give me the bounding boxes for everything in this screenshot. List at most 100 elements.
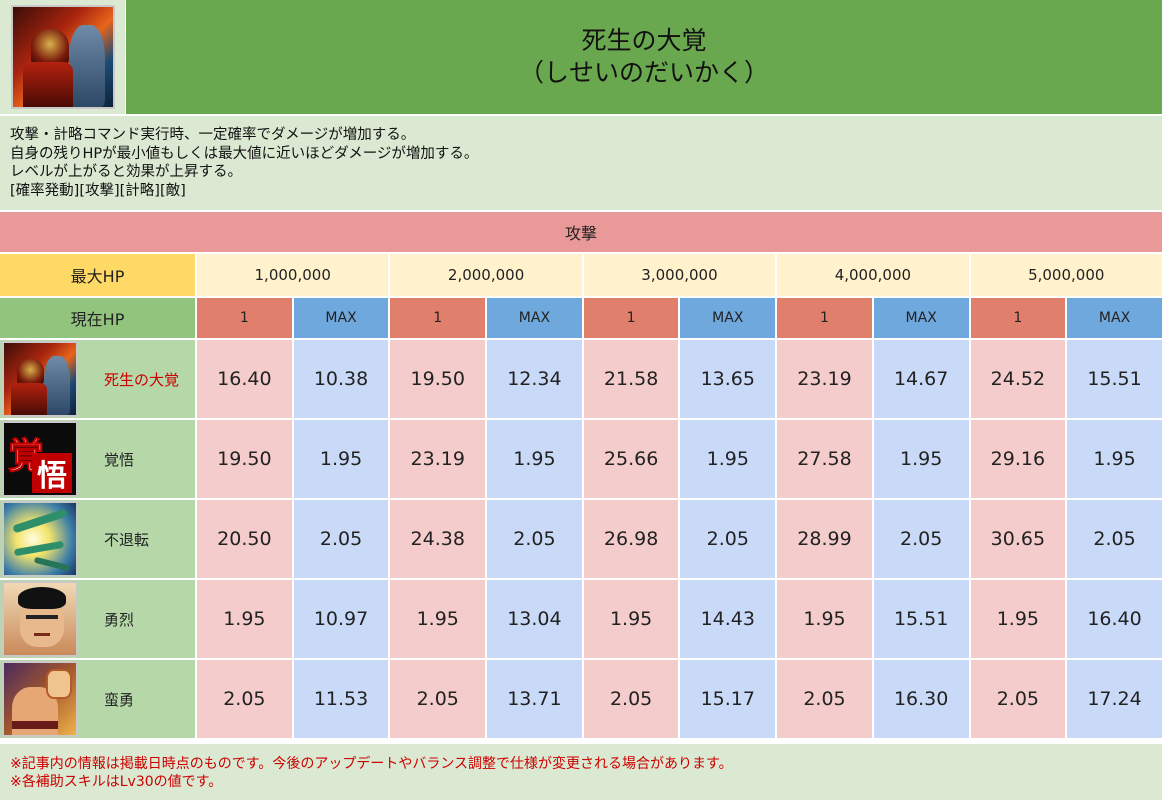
current-hp-max: MAX <box>291 298 389 338</box>
sumo-wrestler-icon <box>2 661 78 737</box>
skill-cell: 不退転 <box>0 500 195 578</box>
value-cell: 1.95 <box>581 580 679 658</box>
value-cell: 13.65 <box>678 340 776 418</box>
value-cell: 25.66 <box>581 420 679 498</box>
value-cell: 14.43 <box>678 580 776 658</box>
value-cell: 1.95 <box>1065 420 1162 498</box>
table-row: 不退転 20.50 2.05 24.38 2.05 26.98 2.05 28.… <box>0 498 1162 578</box>
max-hp-label: 最大HP <box>0 254 195 296</box>
value-cell: 17.24 <box>1065 660 1162 738</box>
value-cell: 21.58 <box>581 340 679 418</box>
max-hp-value: 1,000,000 <box>195 254 389 296</box>
value-cell: 2.05 <box>775 660 872 738</box>
header-icon-cell <box>0 0 126 114</box>
current-hp-max: MAX <box>678 298 776 338</box>
value-cell: 16.30 <box>871 660 969 738</box>
value-cell: 27.58 <box>775 420 872 498</box>
value-cell: 13.71 <box>485 660 582 738</box>
value-cell: 28.99 <box>775 500 872 578</box>
damage-table: 攻撃 最大HP 1,000,000 2,000,000 3,000,000 4,… <box>0 212 1162 738</box>
skill-name: 不退転 <box>104 530 150 549</box>
value-cell: 23.19 <box>388 420 486 498</box>
skill-cell: 蛮勇 <box>0 660 195 738</box>
max-hp-value: 5,000,000 <box>968 254 1162 296</box>
samurai-skill-icon <box>10 5 115 109</box>
dragonfly-icon <box>2 501 78 577</box>
value-cell: 2.05 <box>678 500 776 578</box>
current-hp-low: 1 <box>581 298 679 338</box>
table-row: 死生の大覚 16.40 10.38 19.50 12.34 21.58 13.6… <box>0 338 1162 418</box>
value-cell: 10.38 <box>291 340 389 418</box>
max-hp-row: 最大HP 1,000,000 2,000,000 3,000,000 4,000… <box>0 252 1162 296</box>
skill-header: 死生の大覚 （しせいのだいかく） <box>0 0 1162 114</box>
value-cell: 15.17 <box>678 660 776 738</box>
value-cell: 1.95 <box>678 420 776 498</box>
current-hp-label: 現在HP <box>0 298 195 338</box>
footer-note: ※各補助スキルはLv30の値です。 <box>10 773 223 790</box>
description-line: レベルが上がると効果が上昇する。 <box>10 164 242 180</box>
current-hp-max: MAX <box>485 298 582 338</box>
value-cell: 24.38 <box>388 500 486 578</box>
value-cell: 20.50 <box>195 500 292 578</box>
value-cell: 26.98 <box>581 500 679 578</box>
table-row: 覚悟 覚悟 19.50 1.95 23.19 1.95 25.66 1.95 2… <box>0 418 1162 498</box>
current-hp-low: 1 <box>775 298 872 338</box>
value-cell: 1.95 <box>485 420 582 498</box>
footer-note: ※記事内の情報は掲載日時点のものです。今後のアップデートやバランス調整で仕様が変… <box>10 756 733 772</box>
value-cell: 30.65 <box>968 500 1066 578</box>
value-cell: 29.16 <box>968 420 1066 498</box>
table-row: 勇烈 1.95 10.97 1.95 13.04 1.95 14.43 1.95… <box>0 578 1162 658</box>
skill-cell: 覚悟 覚悟 <box>0 420 195 498</box>
skill-title: 死生の大覚 <box>581 26 707 55</box>
description-tags: [確率発動][攻撃][計略][敵] <box>10 182 186 199</box>
skill-description: 攻撃・計略コマンド実行時、一定確率でダメージが増加する。 自身の残りHPが最小値… <box>0 116 1162 210</box>
value-cell: 13.04 <box>485 580 582 658</box>
kakugo-kanji-icon: 覚悟 <box>2 421 78 497</box>
value-cell: 2.05 <box>968 660 1066 738</box>
value-cell: 1.95 <box>195 580 292 658</box>
skill-name: 蛮勇 <box>104 690 135 709</box>
current-hp-low: 1 <box>968 298 1066 338</box>
value-cell: 24.52 <box>968 340 1066 418</box>
value-cell: 16.40 <box>195 340 292 418</box>
current-hp-max: MAX <box>871 298 969 338</box>
value-cell: 2.05 <box>871 500 969 578</box>
warrior-face-icon <box>2 581 78 657</box>
max-hp-value: 3,000,000 <box>581 254 776 296</box>
header-title-cell: 死生の大覚 （しせいのだいかく） <box>126 0 1162 114</box>
skill-cell: 勇烈 <box>0 580 195 658</box>
value-cell: 1.95 <box>775 580 872 658</box>
max-hp-value: 4,000,000 <box>775 254 969 296</box>
section-header: 攻撃 <box>0 212 1162 252</box>
current-hp-max: MAX <box>1065 298 1162 338</box>
max-hp-value: 2,000,000 <box>388 254 582 296</box>
value-cell: 15.51 <box>1065 340 1162 418</box>
table-row: 蛮勇 2.05 11.53 2.05 13.71 2.05 15.17 2.05… <box>0 658 1162 738</box>
current-hp-low: 1 <box>388 298 486 338</box>
value-cell: 11.53 <box>291 660 389 738</box>
value-cell: 2.05 <box>485 500 582 578</box>
skill-name: 死生の大覚 <box>104 370 180 389</box>
value-cell: 23.19 <box>775 340 872 418</box>
current-hp-row: 現在HP 1 MAX 1 MAX 1 MAX 1 MAX 1 MAX <box>0 296 1162 338</box>
skill-name: 勇烈 <box>104 610 135 629</box>
value-cell: 15.51 <box>871 580 969 658</box>
description-line: 攻撃・計略コマンド実行時、一定確率でダメージが増加する。 <box>10 127 416 143</box>
value-cell: 1.95 <box>291 420 389 498</box>
value-cell: 14.67 <box>871 340 969 418</box>
value-cell: 16.40 <box>1065 580 1162 658</box>
value-cell: 12.34 <box>485 340 582 418</box>
description-line: 自身の残りHPが最小値もしくは最大値に近いほどダメージが増加する。 <box>10 145 479 162</box>
value-cell: 2.05 <box>195 660 292 738</box>
value-cell: 1.95 <box>388 580 486 658</box>
value-cell: 2.05 <box>388 660 486 738</box>
samurai-portrait-icon <box>2 341 78 417</box>
value-cell: 2.05 <box>581 660 679 738</box>
value-cell: 19.50 <box>195 420 292 498</box>
value-cell: 1.95 <box>871 420 969 498</box>
skill-name: 覚悟 <box>104 450 135 469</box>
value-cell: 10.97 <box>291 580 389 658</box>
footer-notes: ※記事内の情報は掲載日時点のものです。今後のアップデートやバランス調整で仕様が変… <box>0 744 1162 800</box>
value-cell: 2.05 <box>291 500 389 578</box>
skill-reading: （しせいのだいかく） <box>518 58 769 87</box>
